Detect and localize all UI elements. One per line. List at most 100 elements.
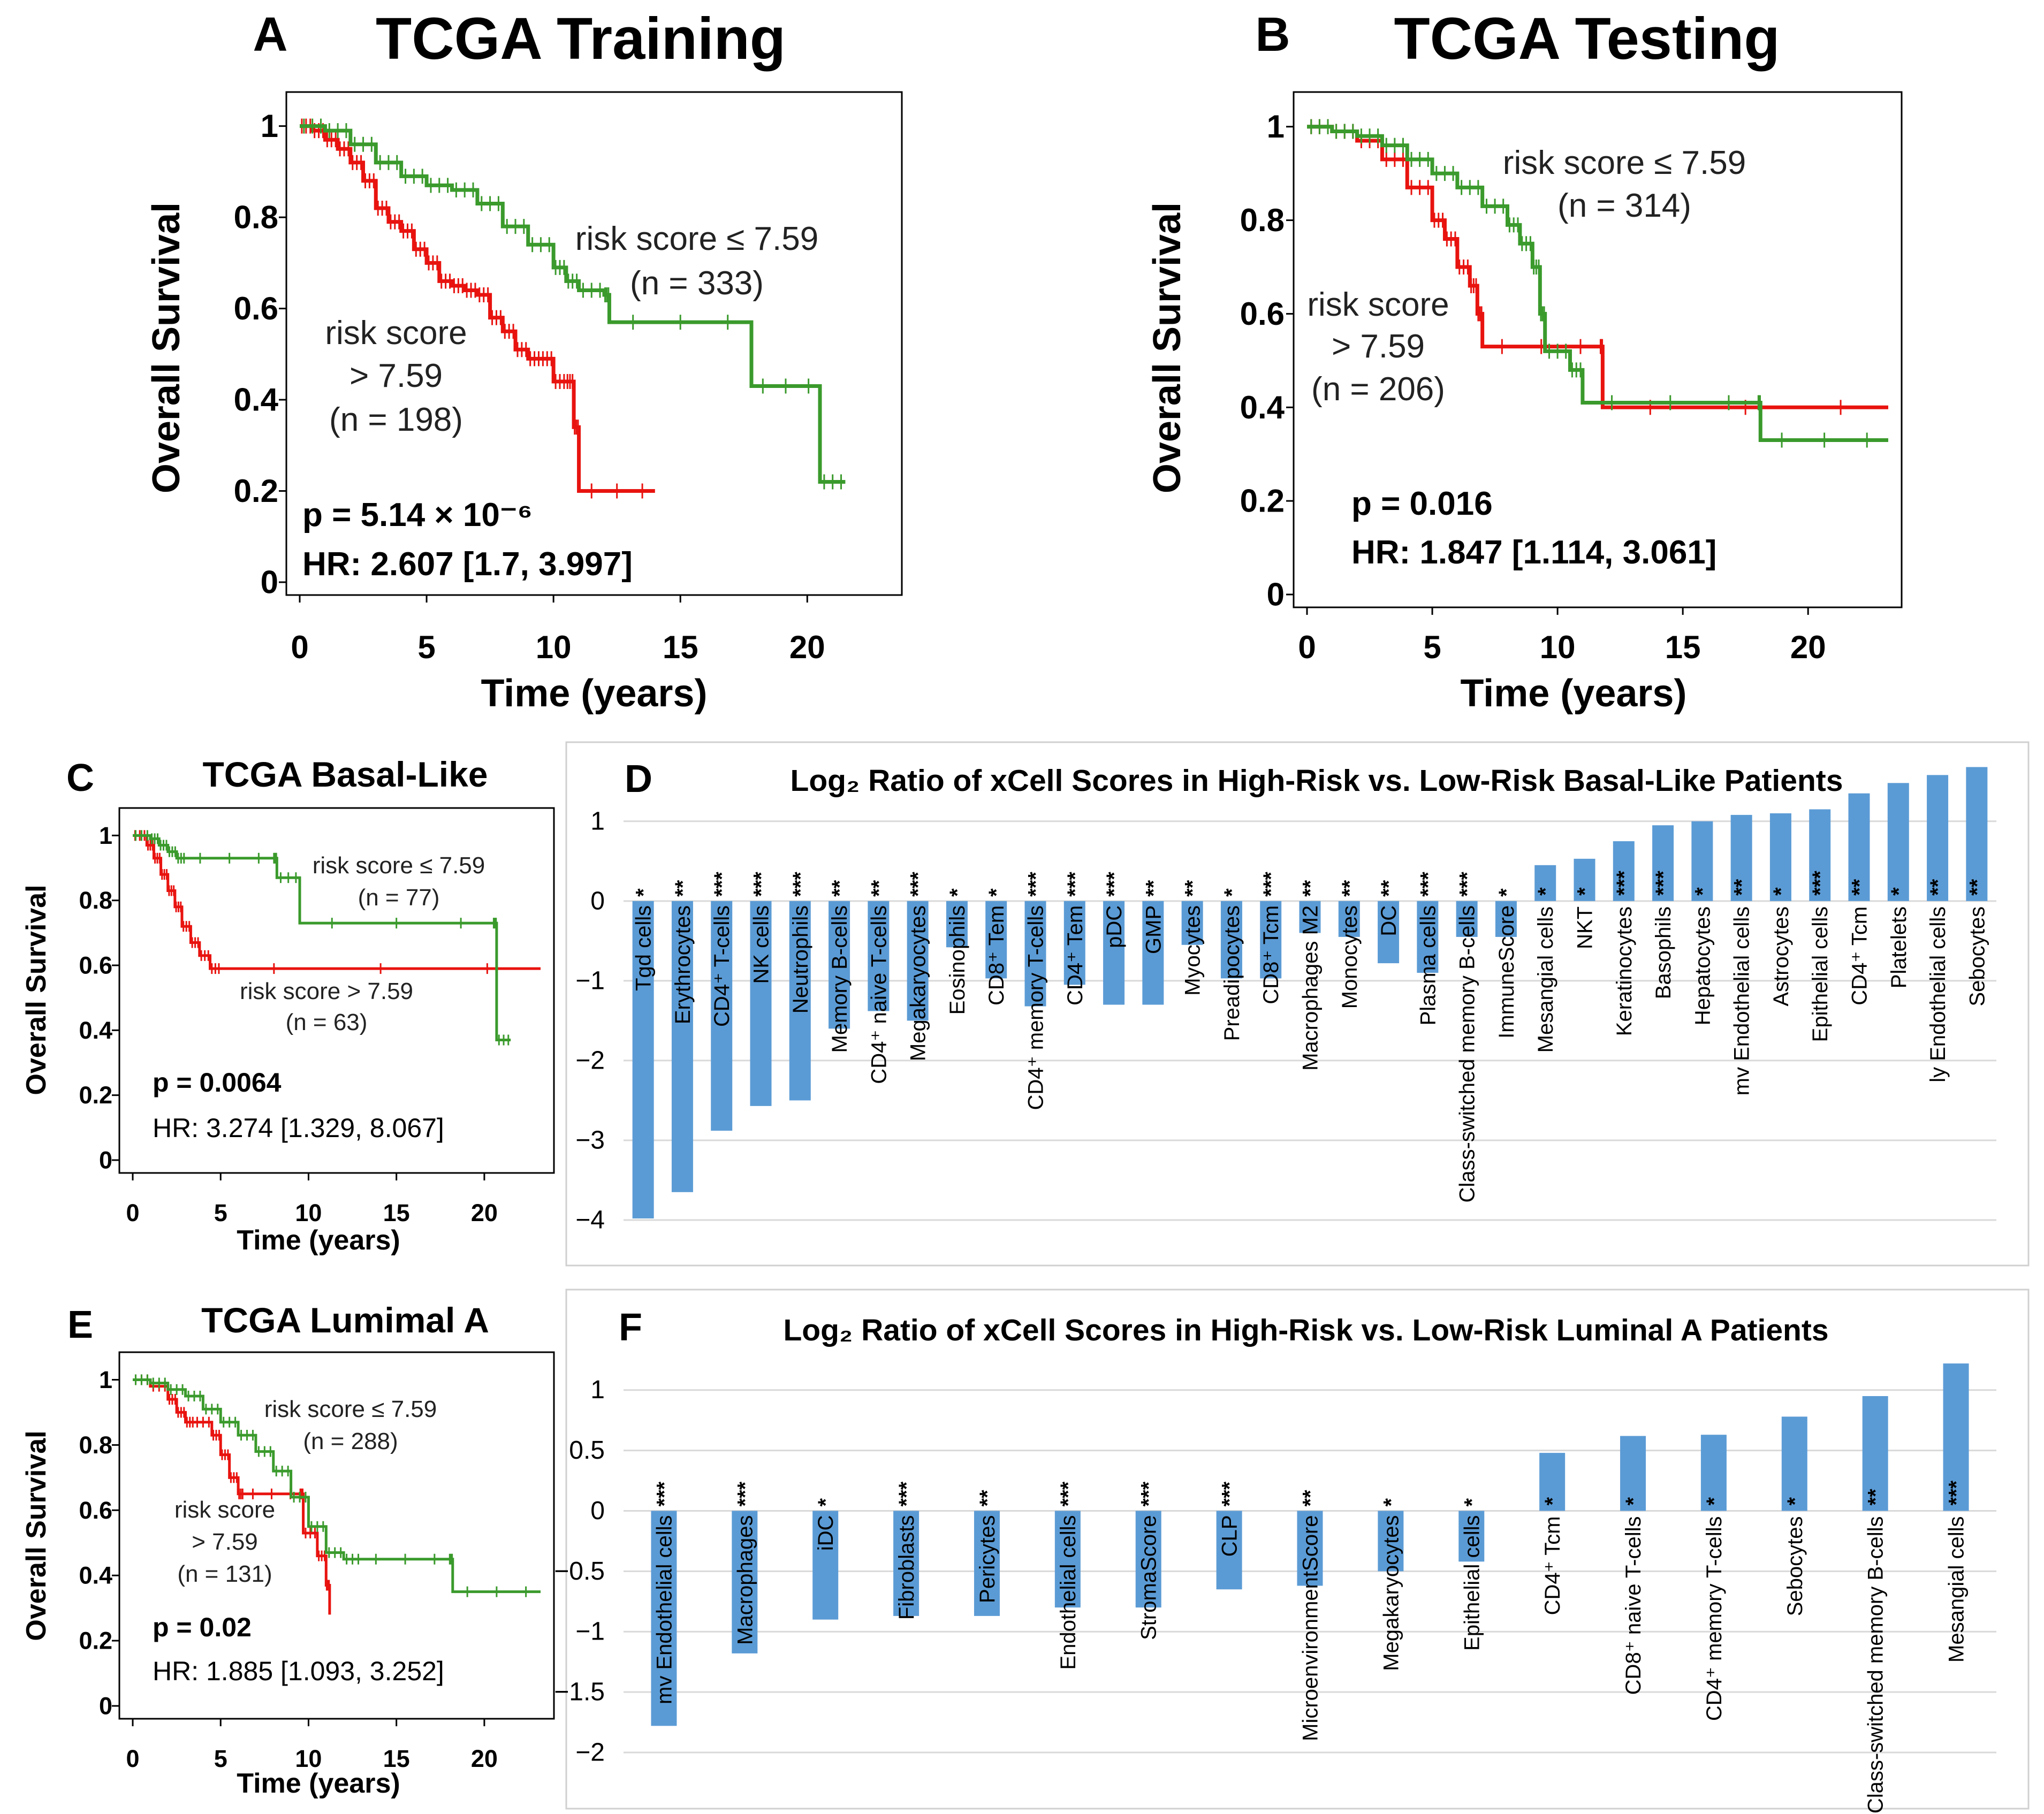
significance-mark-d: **: [828, 880, 852, 897]
p-value-e: p = 0.02: [153, 1612, 252, 1642]
category-label-d: Keratinocytes: [1613, 906, 1636, 1036]
bar-f: [651, 1511, 677, 1726]
bar-d: [1652, 825, 1674, 901]
plot-frame-c: [118, 807, 555, 1174]
significance-mark-f: *: [1541, 1497, 1564, 1505]
category-label-f: Pericytes: [976, 1515, 999, 1603]
category-label-f: Macrophages: [733, 1515, 757, 1644]
y-tick-label-a: 0.8: [234, 200, 278, 235]
significance-mark-d: *: [1574, 887, 1597, 896]
bar-f: [812, 1511, 839, 1620]
bar-d: [1691, 821, 1713, 901]
category-label-f: Megakaryocytes: [1379, 1515, 1403, 1671]
category-label-d: DC: [1377, 905, 1401, 936]
significance-mark-d: *: [1534, 887, 1557, 896]
category-label-d: GMP: [1142, 905, 1165, 954]
significance-mark-d: *: [1769, 887, 1793, 896]
y-tick-label-b: 1: [1267, 109, 1285, 144]
bar-d: [1495, 901, 1517, 937]
significance-mark-d: ***: [1024, 872, 1048, 897]
bar-f: [1135, 1511, 1161, 1608]
category-label-d: Platelets: [1887, 906, 1911, 988]
p-value-a: p = 5.14 × 10⁻⁶: [302, 497, 533, 533]
high-risk-n-c: (n = 63): [286, 1009, 368, 1035]
panel-letter-b: B: [1256, 8, 1290, 62]
significance-mark-f: **: [1864, 1489, 1888, 1506]
significance-mark-d: ***: [1103, 872, 1126, 897]
bar-f: [1378, 1511, 1404, 1572]
bar-d: [711, 901, 733, 1131]
plot-frame-b: [1293, 91, 1903, 608]
category-label-f: Epithelial cells: [1460, 1515, 1484, 1650]
bar-f: [1943, 1363, 1969, 1511]
low-risk-label-a: risk score ≤ 7.59: [575, 220, 818, 257]
panel-letter-f: F: [619, 1306, 642, 1349]
bar-d: [1220, 901, 1242, 979]
high-risk-threshold-e: > 7.59: [192, 1529, 258, 1555]
significance-mark-d: *: [1691, 887, 1714, 896]
bar-f: [1781, 1416, 1807, 1511]
y-tick-label-f: 1: [590, 1376, 605, 1404]
y-tick-label-a: 0.4: [234, 382, 279, 418]
significance-mark-f: *: [1460, 1498, 1484, 1506]
x-tick-label-e: 5: [214, 1745, 227, 1772]
x-tick-label-a: 20: [789, 629, 825, 665]
bar-d: [1456, 901, 1478, 937]
bar-d: [750, 901, 772, 1106]
p-value-b: p = 0.016: [1351, 485, 1493, 522]
category-label-d: CD8⁺ Tcm: [1259, 905, 1283, 1004]
y-tick-label-b: 0.8: [1240, 202, 1285, 238]
y-tick-label-e: 0.4: [79, 1562, 112, 1589]
category-label-f: CD4⁺ memory T-cells: [1703, 1516, 1726, 1721]
category-label-f: mv Endothelial cells: [652, 1515, 676, 1704]
significance-mark-d: **: [1926, 879, 1950, 896]
plot-frame-d: [565, 741, 2030, 1267]
y-axis-label-c: Overall Survival: [21, 885, 52, 1095]
y-tick-label-d: −4: [575, 1206, 605, 1234]
significance-mark-d: **: [1377, 880, 1401, 897]
bar-f: [1458, 1511, 1485, 1562]
category-label-d: Basophils: [1652, 906, 1675, 999]
x-tick-label-c: 0: [126, 1199, 139, 1226]
significance-mark-f: *: [1703, 1497, 1726, 1505]
category-label-d: Myocytes: [1181, 905, 1205, 996]
y-tick-label-c: 1: [99, 822, 112, 849]
x-tick-label-e: 20: [471, 1745, 498, 1772]
category-label-d: Sebocytes: [1965, 906, 1989, 1007]
y-tick-label-d: 0: [590, 887, 605, 915]
y-tick-label-a: 0.2: [234, 473, 278, 509]
significance-mark-f: ***: [1137, 1481, 1161, 1506]
panel-letter-a: A: [253, 8, 288, 62]
category-label-f: CD8⁺ naive T-cells: [1622, 1516, 1645, 1695]
category-label-d: Class-switched memory B-cells: [1456, 905, 1479, 1203]
y-tick-label-d: 1: [590, 807, 605, 835]
significance-mark-f: ***: [1218, 1481, 1242, 1506]
low-risk-n-e: (n = 288): [303, 1428, 398, 1454]
y-tick-label-e: 0.8: [79, 1431, 112, 1459]
y-tick-label-d: −2: [575, 1046, 605, 1074]
category-label-d: Preadipocytes: [1220, 905, 1244, 1041]
survival-curve-high-c: [133, 834, 541, 970]
category-label-f: Class-switched memory B-cells: [1864, 1516, 1888, 1813]
category-label-f: Sebocytes: [1783, 1516, 1807, 1616]
category-label-d: CD4⁺ naive T-cells: [867, 905, 891, 1084]
bar-d: [1927, 775, 1949, 901]
hazard-ratio-b: HR: 1.847 [1.114, 3.061]: [1351, 534, 1716, 571]
bar-d: [1181, 901, 1203, 945]
significance-mark-d: *: [632, 888, 656, 897]
y-tick-label-f: 0.5: [569, 1436, 605, 1465]
bar-d: [985, 901, 1007, 979]
y-tick-label-a: 0.6: [234, 291, 278, 326]
bar-d: [1142, 901, 1164, 1005]
bar-d: [789, 901, 811, 1101]
bar-f: [1620, 1436, 1646, 1511]
panel-title-b: TCGA Testing: [1394, 6, 1780, 72]
bar-f: [974, 1511, 1000, 1616]
significance-mark-d: ***: [907, 872, 930, 897]
low-risk-label-c: risk score ≤ 7.59: [313, 852, 485, 879]
high-risk-threshold-a: > 7.59: [349, 357, 443, 394]
x-tick-label-a: 5: [417, 629, 435, 665]
category-label-f: MicroenvironmentScore: [1299, 1515, 1323, 1741]
y-tick-label-a: 0: [261, 565, 278, 600]
